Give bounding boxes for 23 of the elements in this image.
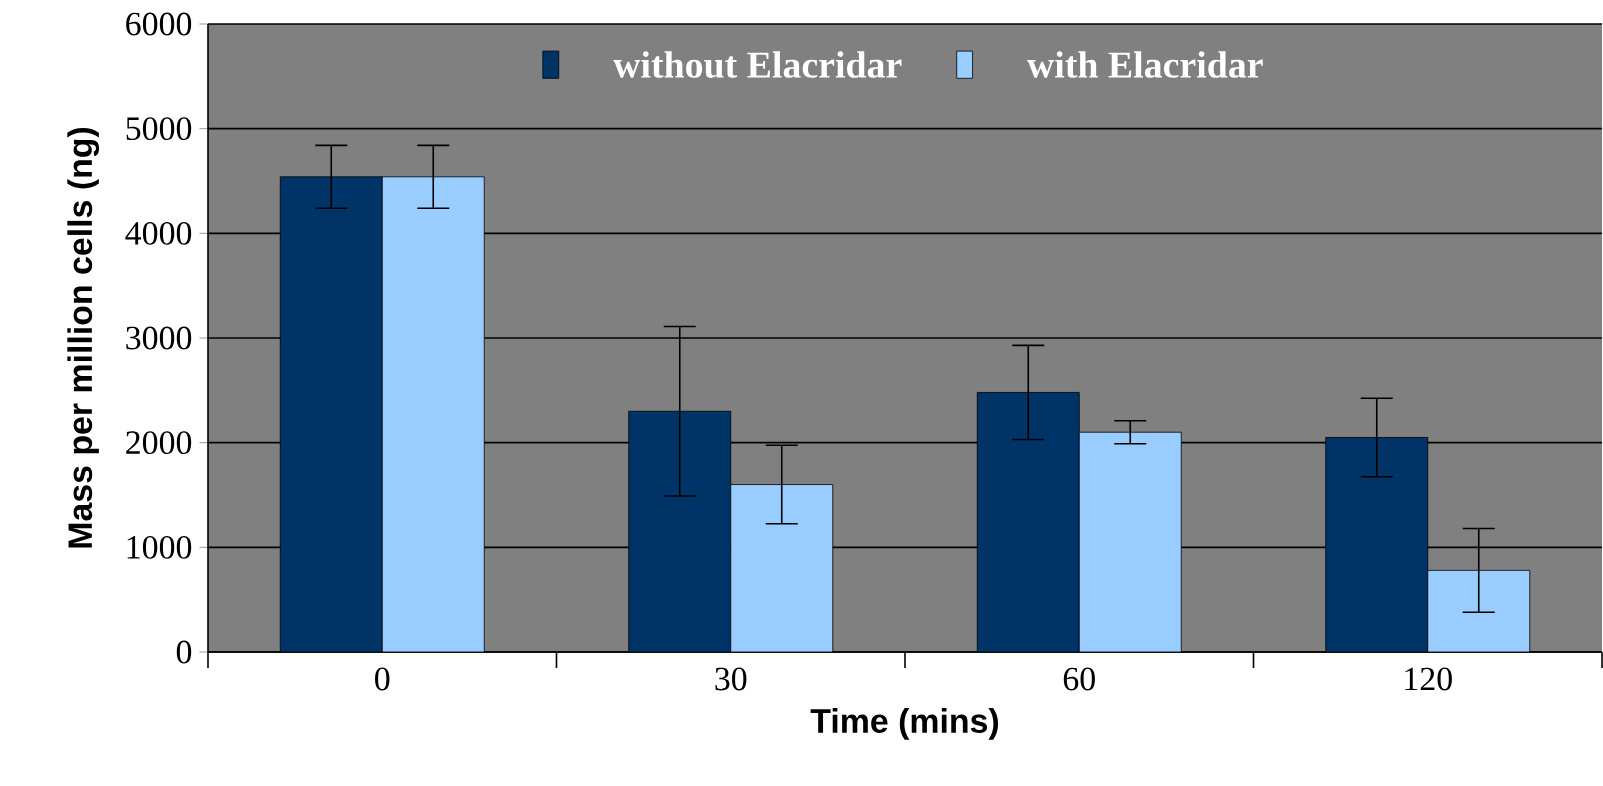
x-tick-label: 60 (1063, 667, 1095, 691)
x-axis-title: Time (mins) (810, 708, 999, 740)
bar (1427, 569, 1531, 652)
bar (730, 484, 834, 652)
bar (381, 176, 485, 652)
y-axis-title: Mass per million cells (ng) (67, 127, 100, 548)
bar (1078, 431, 1182, 652)
y-tick-label: 6000 (126, 12, 192, 36)
legend-label: without Elacridar (613, 51, 902, 78)
bar (279, 176, 383, 652)
y-tick-label: 3000 (126, 326, 192, 350)
legend-label: with Elacridar (1027, 51, 1263, 78)
x-tick-label: 0 (375, 667, 390, 691)
y-tick-label: 5000 (126, 117, 192, 141)
y-tick-label: 0 (176, 640, 192, 664)
bar (976, 392, 1080, 652)
y-tick-label: 2000 (126, 431, 192, 455)
bar (628, 410, 732, 652)
bar (1325, 437, 1429, 652)
x-tick-label: 30 (715, 667, 747, 691)
x-tick-label: 120 (1405, 667, 1452, 691)
y-tick-label: 4000 (125, 221, 192, 245)
y-tick-label: 1000 (127, 535, 192, 559)
